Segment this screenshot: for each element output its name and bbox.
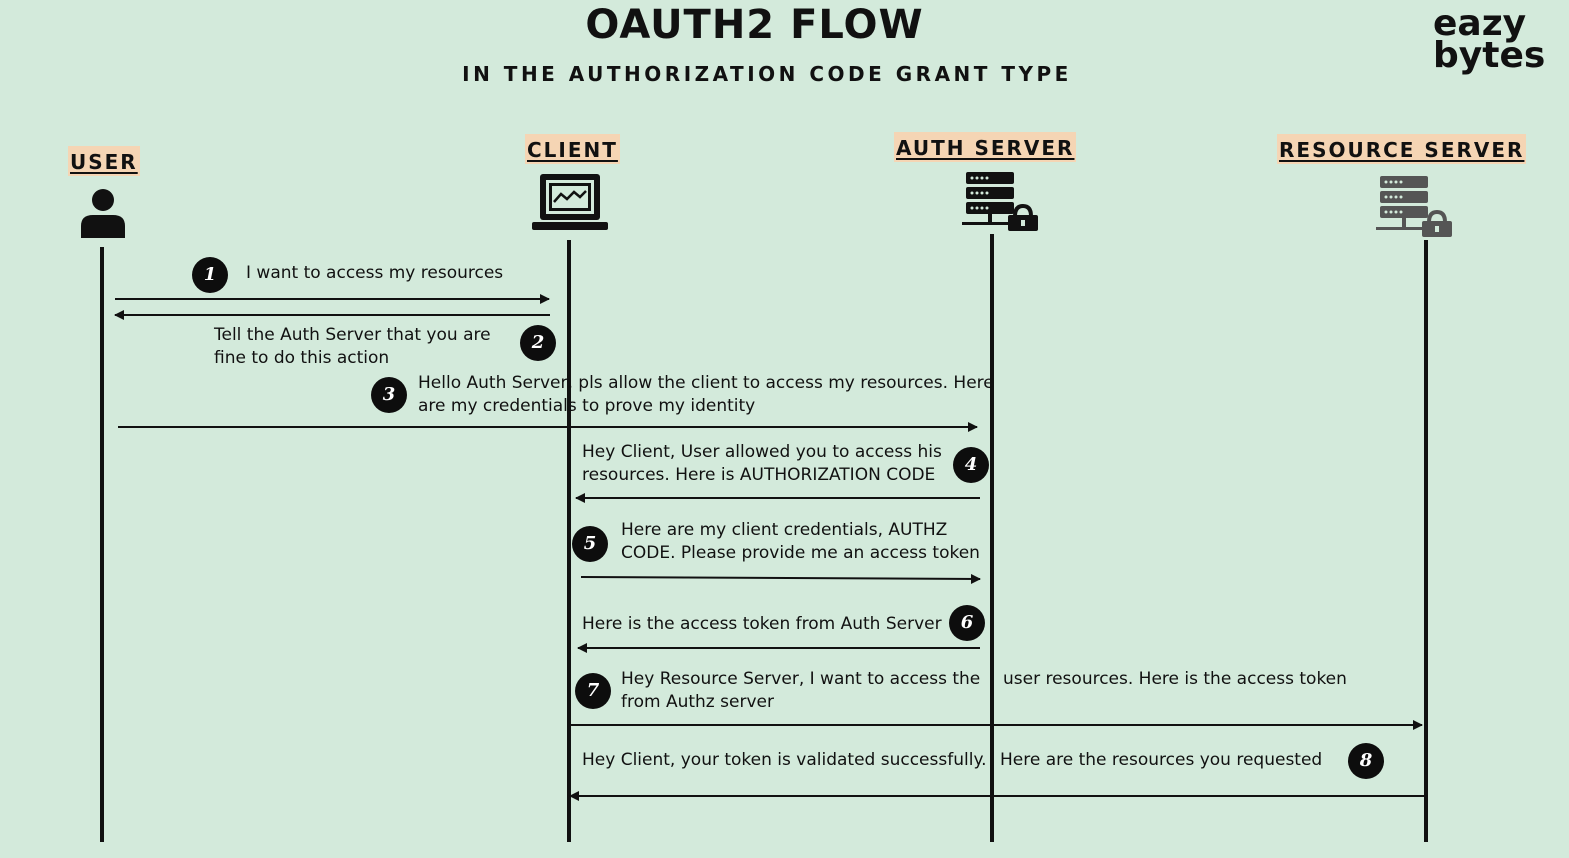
auth-server-lifeline	[990, 234, 994, 842]
logo-line-2: bytes	[1433, 35, 1546, 76]
actor-client-label: CLIENT	[525, 134, 620, 164]
server-lock-icon	[962, 172, 1038, 231]
step-6-badge: 6	[949, 605, 985, 641]
arrow-step-5	[580, 573, 981, 584]
step-1-text: I want to access my resources	[246, 263, 504, 283]
diagram-subtitle: IN THE AUTHORIZATION CODE GRANT TYPE	[462, 62, 1072, 86]
step-5-text-line-2: CODE. Please provide me an access token	[621, 543, 980, 563]
step-7-text-line-1b: user resources. Here is the access token	[1003, 669, 1347, 689]
actor-user-label: USER	[68, 146, 140, 176]
actor-auth-server-label: AUTH SERVER	[894, 132, 1077, 162]
step-8-badge: 8	[1348, 743, 1384, 779]
actor-resource-server-label: RESOURCE SERVER	[1277, 134, 1527, 164]
user-lifeline	[100, 247, 104, 842]
diagram-title: OAUTH2 FLOW	[585, 2, 924, 48]
step-8-text-line-1b: Here are the resources you requested	[1000, 750, 1323, 770]
step-5-badge: 5	[572, 526, 608, 562]
step-4-badge: 4	[953, 447, 989, 483]
step-7-text-line-2: from Authz server	[621, 692, 774, 712]
resource-server-lifeline	[1424, 240, 1428, 842]
step-3-text-line-1: Hello Auth Server, pls allow the client …	[418, 373, 994, 393]
step-2-badge: 2	[520, 325, 556, 361]
user-icon	[81, 189, 125, 238]
logo-line-1: eazy	[1433, 3, 1527, 44]
step-4-text-line-1: Hey Client, User allowed you to access h…	[582, 442, 942, 462]
step-7-badge: 7	[575, 673, 611, 709]
step-4-text-line-2: resources. Here is AUTHORIZATION CODE	[582, 465, 936, 485]
laptop-chart-icon	[532, 174, 608, 230]
step-3-badge: 3	[371, 377, 407, 413]
client-lifeline	[567, 240, 571, 842]
step-7-text-line-1: Hey Resource Server, I want to access th…	[621, 669, 981, 689]
step-6-text: Here is the access token from Auth Serve…	[582, 614, 942, 634]
step-8-text-line-1: Hey Client, your token is validated succ…	[582, 750, 987, 770]
step-2-text-line-2: fine to do this action	[214, 348, 390, 368]
step-1-badge: 1	[192, 257, 228, 293]
step-5-text-line-1: Here are my client credentials, AUTHZ	[621, 520, 948, 540]
resource-server-lock-icon	[1376, 176, 1452, 237]
step-2-text-line-1: Tell the Auth Server that you are	[214, 325, 491, 345]
step-3-text-line-2: are my credentials to prove my identity	[418, 396, 756, 416]
brand-logo: eazy bytes	[1433, 3, 1546, 76]
